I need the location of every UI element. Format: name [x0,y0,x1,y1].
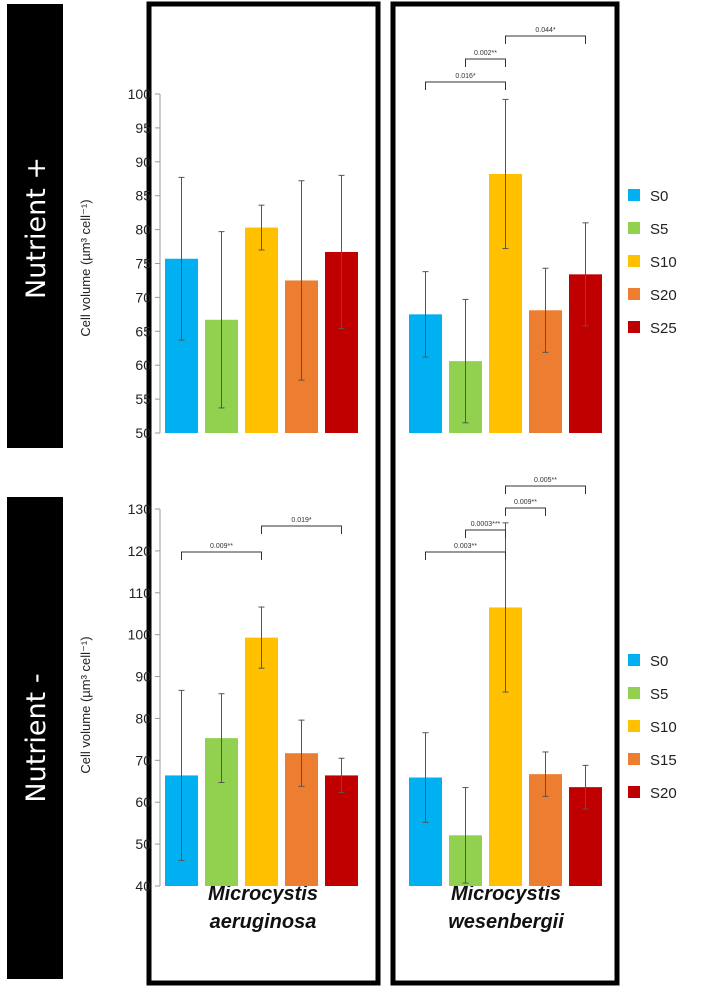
chart-panel-4: 0.003** 0.0003*** 0.009** 0.005** [409,477,602,886]
y-tick-label: 75 [135,256,151,272]
row-label-top: Nutrient + [7,4,63,448]
significance-bracket [465,529,506,538]
significance-bracket [425,81,506,90]
legend-label-top-S0: S0 [650,188,668,205]
row-label-bottom: Nutrient - [7,497,63,979]
charts: 50 55 60 65 70 75 80 85 90 95 100 0.016* 0.002** 0.04… [128,27,602,894]
y-tick-label: 85 [135,188,151,204]
legend-label-top-S10: S10 [650,254,677,271]
legend-swatch-top-S5 [628,222,640,234]
significance-bracket [261,525,342,534]
y-tick-label: 90 [135,669,151,685]
y-tick-label: 100 [128,86,152,102]
significance-bracket [465,58,506,67]
legend-label-top-S25: S25 [650,320,677,337]
legend-swatch-top-S0 [628,189,640,201]
y-axis-title-top: Cell volume (µm³ cell⁻¹) [78,199,93,336]
bar-S10 [245,637,278,886]
significance-bracket [425,551,506,560]
y-tick-label: 120 [128,543,152,559]
species-name-1-line1: Microcystis [208,883,318,905]
significance-label: 0.005** [534,477,557,484]
legend-swatch-top-S20 [628,288,640,300]
legend-label-bottom-S5: S5 [650,686,668,703]
legend-swatch-top-S25 [628,321,640,333]
legend-swatch-bottom-S0 [628,654,640,666]
y-tick-label: 100 [128,627,152,643]
y-tick-label: 70 [135,752,151,768]
row-label-bottom-text: Nutrient - [21,673,52,802]
y-tick-label: 110 [129,585,152,601]
y-tick-label: 60 [135,357,151,373]
legends: S0 S5 S10 S20 S25 S0 S5 S10 S15 S20 [628,188,677,802]
y-tick-label: 65 [135,323,151,339]
significance-bracket [505,507,546,516]
y-tick-label: 80 [135,222,151,238]
y-tick-label: 50 [135,425,151,441]
y-tick-label: 90 [135,154,151,170]
species-name-1-line2: aeruginosa [210,911,317,933]
species-frame-wesenbergii [390,1,620,986]
legend-swatch-top-S10 [628,255,640,267]
significance-label: 0.009** [210,543,233,550]
bar-S10 [245,227,278,433]
chart-panel-1: 50 55 60 65 70 75 80 85 90 95 100 [128,86,358,441]
legend-label-top-S20: S20 [650,287,677,304]
bar-S20 [325,775,358,886]
legend-label-bottom-S15: S15 [650,752,677,769]
y-tick-label: 70 [135,289,151,305]
y-tick-label: 95 [135,120,151,136]
y-tick-label: 40 [135,878,151,894]
significance-label: 0.003** [454,543,477,550]
y-tick-label: 60 [135,794,151,810]
legend-swatch-bottom-S20 [628,786,640,798]
species-name-2-line1: Microcystis [451,883,561,905]
species-name-2-line2: wesenbergii [448,911,564,933]
y-tick-label: 130 [128,501,152,517]
chart-panel-3: 40 50 60 70 80 90 100 110 120 130 0.009** 0.019* [128,501,358,894]
legend-swatch-bottom-S5 [628,687,640,699]
legend-label-top-S5: S5 [650,221,668,238]
legend-label-bottom-S0: S0 [650,653,668,670]
y-tick-label: 50 [135,836,151,852]
significance-bracket [505,35,586,44]
legend-swatch-bottom-S15 [628,753,640,765]
significance-label: 0.002** [474,50,497,57]
row-label-top-bg [7,4,63,448]
significance-label: 0.044* [535,27,556,34]
legend-label-bottom-S10: S10 [650,719,677,736]
row-label-bottom-bg [7,497,63,979]
y-tick-label: 55 [135,391,151,407]
legend-swatch-bottom-S10 [628,720,640,732]
chart-panel-2: 0.016* 0.002** 0.044* [409,27,602,433]
significance-bracket [505,485,586,494]
y-tick-label: 80 [135,710,151,726]
row-label-top-text: Nutrient + [21,157,52,299]
y-axis-title-bottom: Cell volume (µm³ cell⁻¹) [78,636,93,773]
significance-bracket [181,551,262,560]
significance-label: 0.016* [455,73,476,80]
significance-label: 0.0003*** [471,521,501,528]
significance-label: 0.009** [514,499,537,506]
legend-label-bottom-S20: S20 [650,785,677,802]
species-frame-aeruginosa [146,1,381,986]
significance-label: 0.019* [291,517,312,524]
